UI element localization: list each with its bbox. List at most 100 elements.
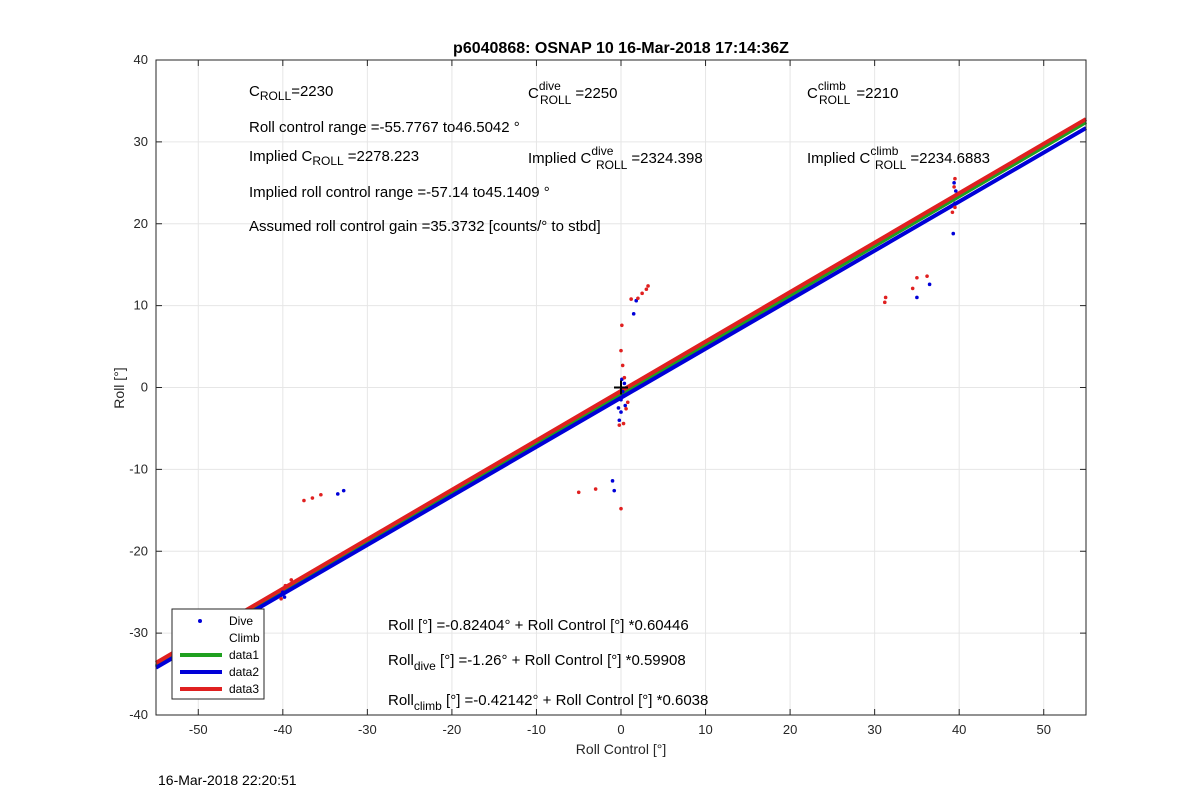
annotation-implied-roll-control-range: Implied roll control range =-57.14 to45.… xyxy=(249,184,550,201)
data-point-climb xyxy=(593,487,598,491)
annotation-fit-climb: Rollclimb [°] =-0.42142° + Roll Control … xyxy=(388,692,708,713)
data-point-dive xyxy=(619,410,623,414)
data-point-climb xyxy=(619,348,623,353)
data-point-dive xyxy=(623,403,628,408)
data-point-dive xyxy=(951,231,956,236)
data-point-dive xyxy=(616,406,621,410)
annotation-fit-all: Roll [°] =-0.82404° + Roll Control [°] *… xyxy=(388,617,689,634)
data-point-climb xyxy=(620,323,624,328)
data-point-climb xyxy=(620,363,625,368)
data-point-dive xyxy=(335,492,340,496)
data-point-climb xyxy=(624,406,628,411)
x-tick-label: -30 xyxy=(358,722,377,737)
data-point-dive xyxy=(621,393,626,398)
data-point-dive xyxy=(622,381,627,386)
data-point-dive xyxy=(282,595,287,599)
y-tick-label: 0 xyxy=(141,380,148,395)
center-marker xyxy=(614,380,628,395)
x-tick-label: 0 xyxy=(617,722,624,737)
data-point-climb xyxy=(950,210,955,215)
legend-climb-marker xyxy=(198,636,202,640)
annotation-c-roll: CROLL=2230 xyxy=(249,83,333,103)
data-point-dive xyxy=(612,488,617,493)
data-points xyxy=(200,176,958,623)
data-point-climb xyxy=(621,421,626,426)
legend-dive-label: Dive xyxy=(229,614,253,628)
data-point-dive xyxy=(341,488,346,493)
data-point-climb xyxy=(289,578,294,582)
data-point-climb xyxy=(619,506,623,511)
data-point-dive xyxy=(954,189,958,193)
data-point-dive xyxy=(631,312,636,316)
legend-dive-marker xyxy=(198,619,202,623)
data-point-dive xyxy=(927,282,932,287)
data-point-dive xyxy=(619,397,623,402)
annotation-fit-dive: Rolldive [°] =-1.26° + Roll Control [°] … xyxy=(388,652,686,673)
data-point-climb xyxy=(279,596,283,601)
x-axis-label: Roll Control [°] xyxy=(576,741,666,757)
x-tick-label: 40 xyxy=(952,722,966,737)
data-point-climb xyxy=(644,287,649,292)
y-tick-label: 20 xyxy=(134,216,148,231)
annotation-c-roll-climb: Cclimb ROLL =2210 xyxy=(807,79,899,107)
data-point-dive xyxy=(617,418,622,423)
data-point-climb xyxy=(952,185,956,189)
data-point-climb xyxy=(910,286,915,291)
y-tick-label: -10 xyxy=(129,461,148,476)
data-point-climb xyxy=(576,490,581,495)
data-point-climb xyxy=(310,496,315,500)
y-tick-label: 10 xyxy=(134,298,148,313)
data-point-climb xyxy=(925,274,929,278)
data-point-dive xyxy=(610,479,615,483)
x-tick-label: 10 xyxy=(698,722,712,737)
data-point-climb xyxy=(625,400,630,405)
fit-line-data2 xyxy=(154,126,1088,670)
y-axis-label: Roll [°] xyxy=(111,367,127,408)
annotation-implied-c-roll-dive: Implied Cdive ROLL =2324.398 xyxy=(528,144,703,172)
axis-ticks: -50 -40 -30 -20 -10 0 10 20 30 40 50 -40 -30 -20 -10 0 1… xyxy=(129,52,1086,737)
data-point-climb xyxy=(319,492,323,497)
y-tick-label: -20 xyxy=(129,543,148,558)
data-point-climb xyxy=(882,300,887,305)
annotation-c-roll-dive: Cdive ROLL =2250 xyxy=(528,79,618,107)
y-tick-label: -40 xyxy=(129,707,148,722)
data-point-climb xyxy=(629,297,633,301)
data-point-climb xyxy=(283,583,288,588)
data-point-dive xyxy=(952,181,956,185)
legend-data3-label: data3 xyxy=(229,682,259,696)
annotation-implied-c-roll-climb: Implied Cclimb ROLL =2234.6883 xyxy=(807,144,990,172)
data-point-climb xyxy=(915,275,919,280)
legend-data2-label: data2 xyxy=(229,665,259,679)
data-point-climb xyxy=(617,423,622,427)
data-point-climb xyxy=(953,205,957,210)
x-tick-label: -40 xyxy=(273,722,292,737)
x-tick-label: 30 xyxy=(867,722,881,737)
legend: Dive Climb data1 data2 data3 xyxy=(171,608,265,700)
data-point-climb xyxy=(953,176,957,181)
y-tick-label: 30 xyxy=(134,134,148,149)
x-tick-label: -10 xyxy=(527,722,546,737)
data-point-climb xyxy=(640,291,644,296)
x-tick-label: -50 xyxy=(189,722,208,737)
x-tick-label: 20 xyxy=(783,722,797,737)
data-point-climb xyxy=(954,193,958,197)
annotation-roll-control-range: Roll control range =-55.7767 to46.5042 ° xyxy=(249,119,520,136)
y-tick-label: 40 xyxy=(134,52,148,67)
chart-title: p6040868: OSNAP 10 16-Mar-2018 17:14:36Z xyxy=(453,40,789,57)
footer-timestamp: 16-Mar-2018 22:20:51 xyxy=(158,772,297,788)
x-tick-label: -20 xyxy=(443,722,462,737)
legend-climb-label: Climb xyxy=(229,631,260,645)
data-point-climb xyxy=(646,284,650,288)
x-tick-label: 50 xyxy=(1036,722,1050,737)
data-point-dive xyxy=(281,590,285,594)
data-point-climb xyxy=(883,295,888,300)
y-tick-label: -30 xyxy=(129,625,148,640)
annotation-assumed-gain: Assumed roll control gain =35.3732 [coun… xyxy=(249,218,601,235)
data-point-climb xyxy=(302,498,306,503)
data-point-climb xyxy=(636,296,640,301)
annotation-implied-c-roll: Implied CROLL =2278.223 xyxy=(249,148,419,168)
data-point-climb xyxy=(622,375,627,380)
data-point-dive xyxy=(915,295,919,300)
legend-data1-label: data1 xyxy=(229,648,259,662)
